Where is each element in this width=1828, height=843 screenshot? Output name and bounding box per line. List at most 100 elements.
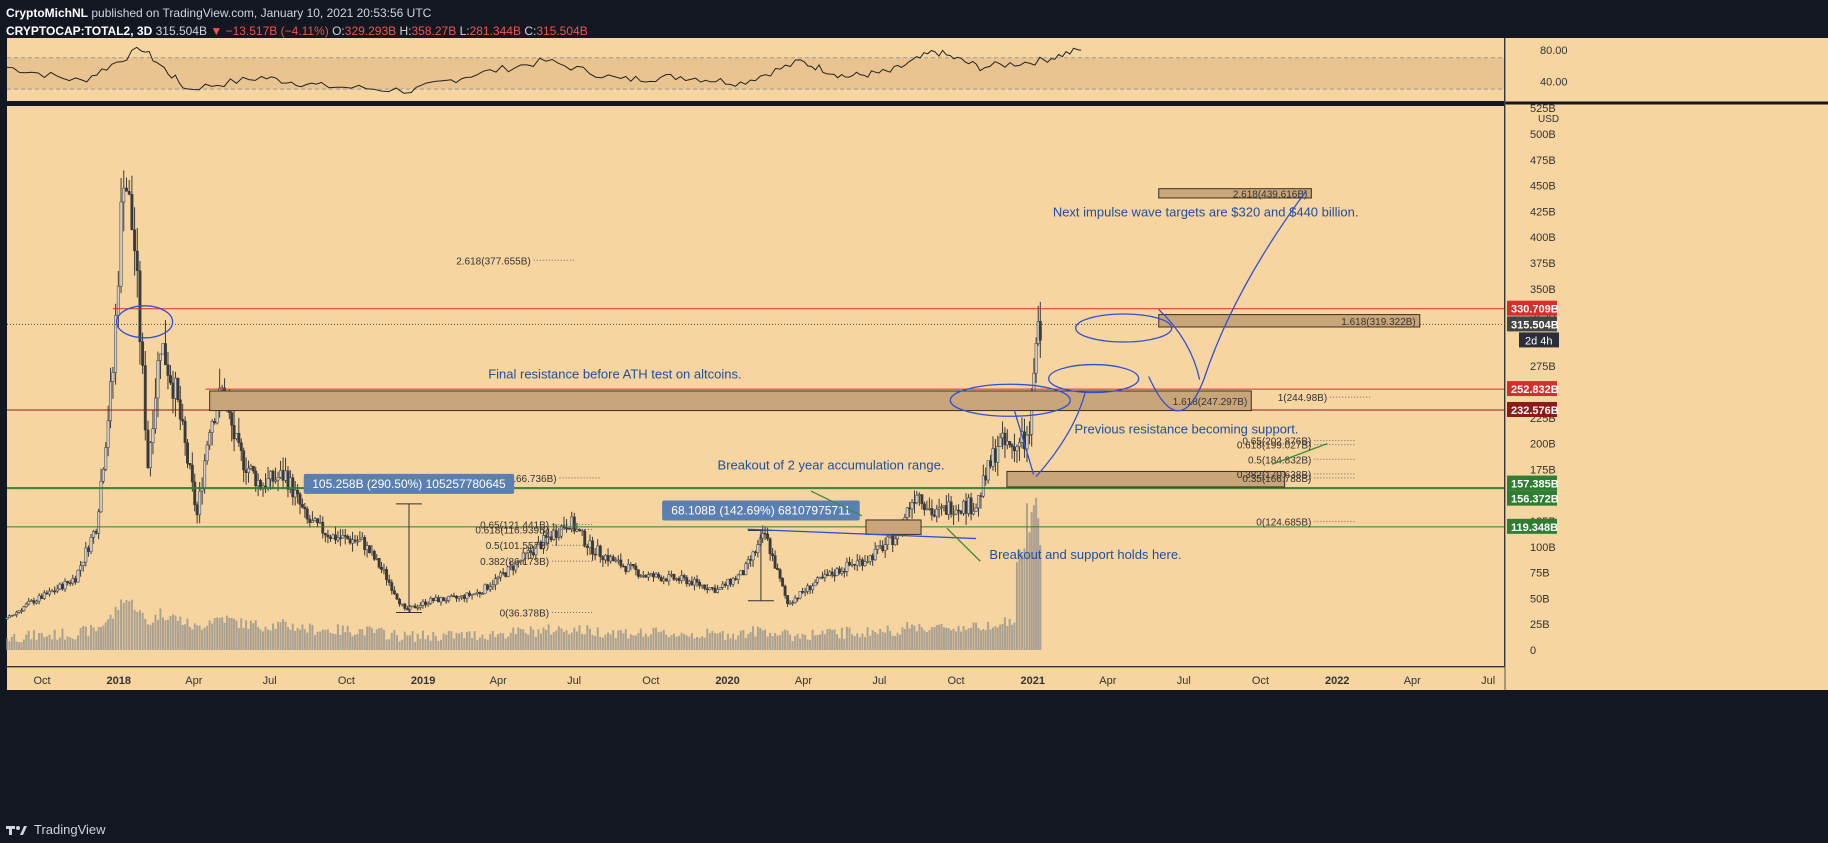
volume-bar — [156, 620, 159, 650]
volume-bar — [382, 630, 385, 650]
x-tick-label: Apr — [490, 675, 507, 687]
candle-body — [390, 582, 394, 591]
volume-bar — [27, 630, 30, 650]
volume-bar — [221, 617, 224, 650]
candle-body — [751, 551, 755, 561]
volume-bar — [836, 634, 839, 650]
candle-body — [360, 537, 364, 540]
volume-bar — [10, 636, 13, 650]
candle-body — [932, 514, 936, 517]
candle-body — [55, 588, 59, 592]
volume-bar — [149, 624, 152, 650]
volume-bar — [970, 627, 973, 650]
volume-bar — [1020, 554, 1023, 650]
candle-body — [186, 442, 189, 464]
candle-body — [316, 518, 320, 524]
author-name[interactable]: CryptoMichNL — [6, 6, 88, 20]
volume-bar — [945, 627, 948, 650]
y-tick-label: 450B — [1530, 181, 1556, 193]
candle-body — [680, 575, 684, 581]
volume-bar — [324, 629, 327, 650]
candle-body — [986, 460, 990, 481]
candle-body — [329, 536, 332, 539]
volume-bar — [581, 633, 584, 650]
candle-body — [205, 444, 209, 462]
volume-bar — [719, 632, 722, 650]
volume-bar — [683, 633, 686, 650]
x-tick-label: 2019 — [411, 675, 435, 687]
volume-bar — [478, 637, 481, 650]
candle-body — [763, 532, 767, 535]
candle-body — [380, 567, 384, 570]
candle-body — [842, 570, 846, 573]
volume-bar — [408, 635, 411, 650]
volume-bar — [223, 622, 226, 650]
candle-body — [873, 548, 877, 561]
volume-bar — [660, 631, 663, 650]
candle-body — [521, 552, 525, 561]
volume-bar — [61, 628, 64, 650]
candle-body — [930, 508, 934, 516]
volume-bar — [15, 641, 18, 650]
x-tick-label: Oct — [1252, 675, 1269, 687]
candle-body — [744, 563, 748, 576]
candle-body — [716, 589, 720, 593]
candle-body — [816, 577, 820, 583]
candle-body — [835, 568, 839, 576]
level-price-label: 232.576B — [1511, 405, 1559, 417]
candle-body — [176, 377, 180, 401]
candle-body — [609, 556, 613, 562]
volume-bar — [1006, 626, 1009, 650]
volume-bar — [737, 635, 740, 650]
candle-body — [547, 536, 551, 539]
candle-body — [501, 572, 505, 574]
volume-bar — [952, 628, 955, 650]
candle-body — [818, 576, 822, 579]
volume-bar — [159, 608, 162, 650]
volume-bar — [13, 633, 16, 650]
annotation-text: Breakout and support holds here. — [989, 547, 1181, 562]
candle-body — [830, 571, 834, 576]
volume-bar — [977, 628, 980, 650]
candle-body — [298, 493, 302, 505]
candle-body — [703, 584, 707, 590]
volume-bar — [984, 630, 987, 650]
annotation-text: Final resistance before ATH test on altc… — [488, 367, 741, 382]
volume-bar — [514, 634, 517, 650]
candle-body — [723, 583, 727, 586]
volume-bar — [950, 630, 953, 650]
volume-bar — [390, 632, 393, 650]
candle-body — [773, 555, 777, 569]
volume-bar — [291, 623, 294, 650]
candle-body — [664, 578, 668, 582]
y-tick-label: 475B — [1530, 155, 1556, 167]
level-price-tag — [1507, 316, 1557, 332]
candle-body — [828, 571, 832, 576]
volume-bar — [368, 626, 371, 650]
candle-body — [195, 504, 199, 516]
volume-bar — [254, 620, 257, 650]
volume-bar — [401, 639, 404, 650]
candle-body — [5, 617, 9, 620]
x-tick-label: Oct — [338, 675, 355, 687]
volume-bar — [146, 624, 149, 650]
candle-body — [372, 550, 376, 560]
candle-body — [12, 614, 16, 616]
volume-bar — [680, 632, 683, 650]
candle-body — [848, 561, 851, 566]
candle-body — [989, 460, 992, 467]
candle-body — [104, 447, 108, 470]
candle-body — [891, 534, 895, 545]
candle-body — [1032, 372, 1036, 393]
level-price-label: 157.385B — [1511, 479, 1559, 491]
candle-body — [1018, 442, 1021, 448]
volume-bar — [289, 629, 292, 650]
candle-body — [125, 187, 128, 192]
volume-bar — [675, 636, 678, 650]
footer-brand[interactable]: TradingView — [6, 822, 106, 837]
volume-bar — [269, 630, 272, 650]
fib-label: 1(244.98B) — [1278, 393, 1327, 404]
candle-body — [1013, 446, 1016, 452]
candle-body — [106, 420, 110, 448]
